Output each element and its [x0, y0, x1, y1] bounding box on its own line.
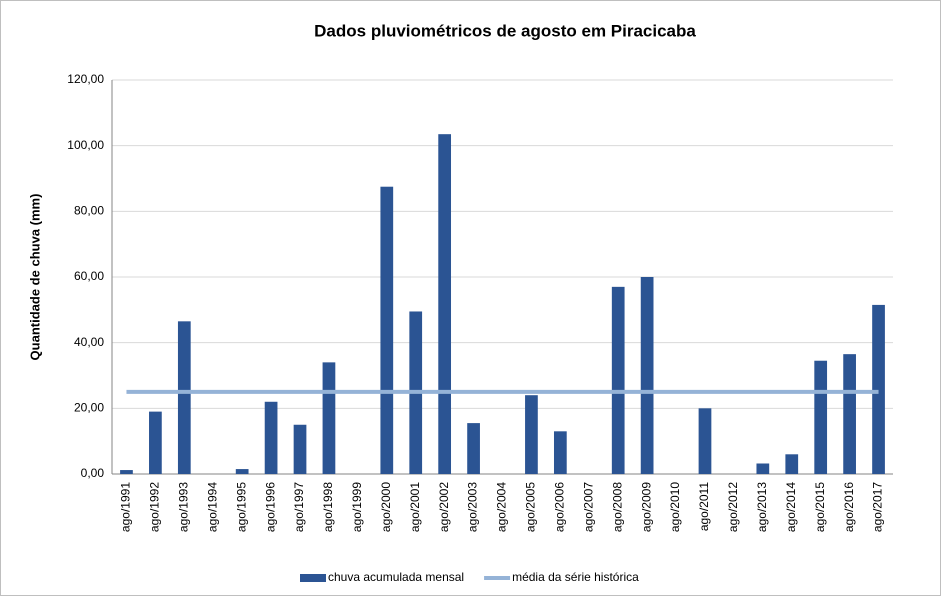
bar	[611, 286, 625, 474]
bar	[235, 469, 249, 474]
x-tick-label: ago/2001	[408, 482, 422, 532]
x-tick-label: ago/2003	[466, 482, 480, 532]
legend-label: média da série histórica	[512, 570, 639, 584]
x-tick-label: ago/1992	[148, 482, 162, 532]
bar	[640, 277, 654, 474]
x-tick-label: ago/2012	[726, 482, 740, 532]
y-tick-label: 0,00	[81, 466, 105, 480]
bar	[467, 423, 480, 474]
bar	[177, 321, 191, 474]
x-tick-label: ago/1993	[176, 482, 190, 532]
x-tick-label: ago/1999	[350, 482, 364, 532]
x-tick-label: ago/1995	[234, 482, 248, 532]
x-tick-label: ago/2010	[668, 482, 682, 532]
bar	[698, 408, 712, 474]
bar	[785, 454, 799, 474]
y-tick-label: 80,00	[74, 204, 104, 218]
chart-title: Dados pluviométricos de agosto em Piraci…	[314, 21, 696, 40]
x-tick-label: ago/2004	[495, 482, 509, 532]
bar	[843, 354, 856, 474]
bar	[553, 431, 567, 474]
x-tick-label: ago/2002	[437, 482, 451, 532]
legend-label: chuva acumulada mensal	[328, 570, 464, 584]
x-tick-label: ago/1994	[205, 482, 219, 532]
x-tick-label: ago/2007	[581, 482, 595, 532]
bar	[293, 424, 307, 474]
x-tick-label: ago/2016	[842, 482, 856, 532]
x-tick-label: ago/2015	[813, 482, 827, 532]
bar	[756, 463, 770, 474]
x-tick-label: ago/1996	[263, 482, 277, 532]
y-axis-title: Quantidade de chuva (mm)	[27, 194, 42, 361]
x-tick-label: ago/1991	[119, 482, 133, 532]
bar	[872, 304, 885, 474]
bar	[525, 395, 538, 474]
y-tick-label: 100,00	[67, 138, 104, 152]
x-tick-label: ago/2011	[697, 482, 711, 531]
x-tick-label: ago/2014	[784, 482, 798, 532]
x-tick-label: ago/2008	[610, 482, 624, 532]
x-tick-label: ago/2017	[871, 482, 885, 532]
x-tick-label: ago/2005	[524, 482, 538, 532]
bar	[264, 401, 278, 474]
x-tick-label: ago/2009	[639, 482, 653, 532]
y-tick-label: 60,00	[74, 269, 104, 283]
bar	[120, 470, 133, 474]
bar	[149, 411, 162, 474]
x-tick-label: ago/2000	[379, 482, 393, 532]
bar	[322, 362, 336, 474]
x-tick-label: ago/1998	[321, 482, 335, 532]
bar	[438, 134, 452, 475]
y-tick-label: 120,00	[67, 72, 104, 86]
bar	[380, 186, 394, 475]
bar	[814, 360, 828, 474]
x-tick-label: ago/1997	[292, 482, 306, 532]
y-tick-label: 20,00	[74, 401, 104, 415]
legend-swatch	[300, 574, 326, 582]
x-tick-label: ago/2013	[755, 482, 769, 532]
y-tick-label: 40,00	[74, 335, 104, 349]
x-tick-label: ago/2006	[553, 482, 567, 532]
